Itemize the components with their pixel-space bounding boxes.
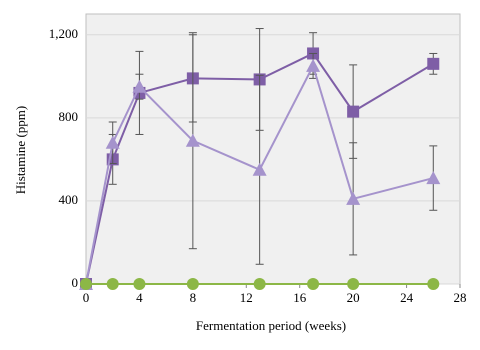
x-tick-label: 0 xyxy=(83,290,90,305)
marker xyxy=(106,278,119,290)
marker xyxy=(427,57,440,70)
marker xyxy=(306,58,321,72)
marker xyxy=(105,135,120,149)
marker xyxy=(186,278,199,290)
x-tick-label: 8 xyxy=(190,290,197,305)
x-tick-label: 20 xyxy=(347,290,360,305)
marker xyxy=(346,191,361,205)
x-tick-label: 24 xyxy=(400,290,414,305)
marker xyxy=(426,171,441,185)
marker xyxy=(253,278,266,290)
series-line xyxy=(85,63,434,285)
marker xyxy=(307,278,320,290)
y-tick-label: 1,200 xyxy=(49,26,78,41)
marker xyxy=(252,162,267,176)
x-tick-label: 4 xyxy=(136,290,143,305)
y-tick-label: 0 xyxy=(72,275,79,290)
x-axis-label: Fermentation period (weeks) xyxy=(196,318,346,333)
y-axis-label: Histamine (ppm) xyxy=(13,106,28,194)
y-tick-label: 400 xyxy=(59,192,79,207)
marker xyxy=(427,278,440,290)
x-tick-label: 16 xyxy=(293,290,307,305)
x-tick-label: 12 xyxy=(240,290,253,305)
marker xyxy=(133,278,146,290)
marker xyxy=(132,79,147,93)
marker xyxy=(347,278,360,290)
x-tick-label: 28 xyxy=(454,290,467,305)
marker xyxy=(185,133,200,147)
marker xyxy=(80,278,92,290)
y-tick-label: 800 xyxy=(59,109,79,124)
plot-area xyxy=(85,13,461,285)
marker xyxy=(347,105,360,118)
